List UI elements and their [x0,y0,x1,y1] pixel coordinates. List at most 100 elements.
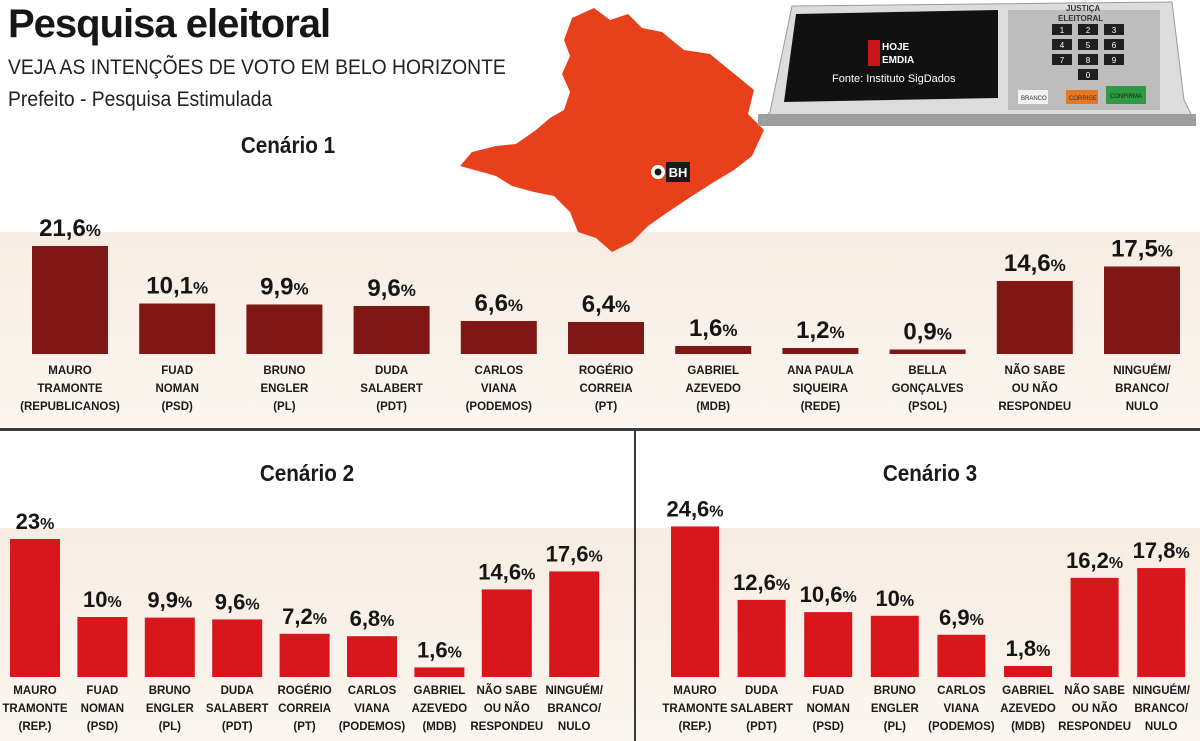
bar [32,246,108,354]
keypad-key-label: 8 [1086,56,1091,65]
bar [870,615,919,677]
data-label: 24,6% [666,496,723,521]
urn-svg: HOJE EMDIA Fonte: Instituto SigDados JUS… [756,1,1197,126]
data-label: 9,9% [147,588,192,613]
category-label: OU NÃO [1072,702,1118,715]
keypad-key [1104,24,1124,35]
keypad-key [1078,39,1098,50]
key-corrige [1066,90,1098,104]
keypad-key-label: 4 [1060,41,1065,50]
data-label-value: 10 [83,587,107,612]
data-label-value: 1,8 [1006,636,1037,661]
data-label-value: 6,6 [475,290,508,317]
data-source: Fonte: Instituto SigDados [832,73,956,85]
data-label-value: 10,1 [146,273,193,300]
data-label-value: 0,9 [903,319,936,346]
voting-machine-illustration: HOJE EMDIA Fonte: Instituto SigDados JUS… [752,0,1200,130]
category-label: DUDA [221,685,254,697]
key-branco-label: BRANCO [1021,96,1047,102]
category-label: MAURO [13,685,56,697]
page-title: Pesquisa eleitoral [8,2,331,46]
data-label-unit: % [588,548,602,565]
data-label: 17,6% [546,541,603,566]
category-label: (REP.) [18,721,51,733]
data-label-value: 23 [16,509,40,534]
data-label: 9,9% [260,274,309,301]
data-label: 6,6% [475,290,524,317]
data-label-unit: % [776,577,790,594]
category-label: ENGLER [871,703,920,715]
data-label-value: 17,8 [1133,538,1176,563]
category-label: NÃO SABE [476,684,537,697]
category-label: NULO [1126,401,1159,413]
category-label: NOMAN [806,703,849,715]
bar [10,539,60,677]
state-shape [460,8,764,252]
map-svg: BH [460,8,764,252]
category-label: CORREIA [579,383,632,395]
category-label: OU NÃO [1012,382,1058,395]
cenario3-chart: 24,6% MAURO TRAMONTE (REP.) 12,6% DUDA SALABER… [662,496,1190,733]
category-label: OU NÃO [484,702,530,715]
category-label: NOMAN [81,703,124,715]
category-label: (PODEMOS) [928,721,995,733]
data-label-value: 17,5 [1111,236,1158,263]
data-label: 17,8% [1133,538,1190,563]
category-label: RESPONDEU [1058,721,1131,733]
category-label: FUAD [161,365,193,377]
category-label: (PL) [273,401,296,413]
key-branco [1018,90,1048,104]
survey-type: Prefeito - Pesquisa Estimulada [8,88,273,111]
category-label: BRUNO [874,685,916,697]
category-label: GABRIEL [1002,685,1054,697]
category-label: VIANA [481,383,517,395]
bh-label: BH [669,165,688,180]
data-label-value: 10 [875,586,899,611]
category-label: (REDE) [801,401,841,413]
category-label: FUAD [86,685,118,697]
data-label-unit: % [178,595,192,612]
data-label-value: 1,2 [796,317,829,344]
category-label: NOMAN [155,383,198,395]
category-label: BRUNO [149,685,191,697]
data-label: 14,6% [1004,250,1066,277]
category-label: GONÇALVES [892,383,964,395]
category-label: ANA PAULA [787,365,853,377]
data-label: 1,6% [689,315,738,342]
category-label: BRANCO/ [1115,383,1169,395]
cenario1-title: Cenário 1 [240,132,336,158]
category-label: DUDA [375,365,408,377]
category-label: AZEVEDO [1000,703,1056,715]
category-label: MAURO [48,365,91,377]
bar [671,526,719,677]
data-label-value: 12,6 [733,570,776,595]
category-label: RESPONDEU [998,401,1071,413]
data-label-unit: % [193,279,208,298]
brand-line-2: EMDIA [882,55,914,66]
keypad-key [1052,24,1072,35]
bar [737,599,786,677]
category-label: (PSD) [813,721,844,733]
minas-gerais-map: BH [452,6,782,254]
data-label-unit: % [970,612,984,629]
category-label: (REPUBLICANOS) [20,401,120,413]
data-label-unit: % [448,644,462,661]
bar [414,667,465,677]
bar [782,348,859,354]
keypad-key-label: 2 [1086,26,1091,35]
bar [460,321,537,354]
data-label: 7,2% [282,604,327,629]
cenario2-title: Cenário 2 [259,460,355,486]
category-label: (MDB) [1011,721,1045,733]
category-label: (PL) [159,721,182,733]
keypad-key [1104,54,1124,65]
category-label: ROGÉRIO [277,684,331,697]
category-label: SALABERT [730,703,793,715]
category-label: (PDT) [376,401,407,413]
data-label: 10,6% [800,582,857,607]
bar [1004,665,1052,677]
data-label-value: 21,6 [39,215,86,242]
category-label: NÃO SABE [1064,684,1125,697]
bar [212,619,263,677]
category-label: SALABERT [206,703,269,715]
